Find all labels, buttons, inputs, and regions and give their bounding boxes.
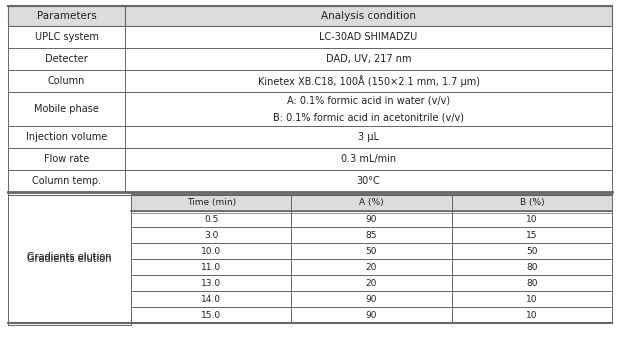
Bar	[131, 211, 291, 227]
Text: 11.0: 11.0	[201, 263, 221, 271]
Text: 15: 15	[526, 231, 538, 239]
Text: Injection volume: Injection volume	[26, 132, 107, 142]
Bar	[125, 92, 612, 126]
Text: 14.0: 14.0	[201, 295, 221, 303]
Bar	[125, 70, 612, 92]
Bar	[451, 243, 612, 259]
Bar	[131, 227, 291, 243]
Text: 13.0: 13.0	[201, 278, 221, 288]
Text: 20: 20	[366, 263, 377, 271]
Bar	[291, 194, 451, 211]
Text: Flow rate: Flow rate	[44, 154, 89, 164]
Bar	[8, 92, 125, 126]
Bar	[451, 194, 612, 211]
Bar	[8, 148, 125, 170]
Text: 80: 80	[526, 263, 538, 271]
Text: 90: 90	[366, 310, 377, 320]
Bar	[131, 259, 291, 275]
Bar	[451, 227, 612, 243]
Bar	[291, 291, 451, 307]
Text: 3.0: 3.0	[204, 231, 218, 239]
Bar	[125, 170, 612, 192]
Text: 85: 85	[366, 231, 377, 239]
Text: Mobile phase: Mobile phase	[34, 104, 99, 114]
Text: DAD, UV, 217 nm: DAD, UV, 217 nm	[326, 54, 411, 64]
Text: 50: 50	[526, 246, 538, 256]
Bar	[291, 211, 451, 227]
Bar	[291, 275, 451, 291]
Text: Gradients elution: Gradients elution	[27, 253, 112, 264]
Bar	[125, 48, 612, 70]
Bar	[131, 275, 291, 291]
Text: Time (min): Time (min)	[187, 198, 236, 207]
Text: 10: 10	[526, 214, 538, 224]
Text: Kinetex XB.C18, 100Å (150×2.1 mm, 1.7 μm): Kinetex XB.C18, 100Å (150×2.1 mm, 1.7 μm…	[257, 75, 479, 87]
Bar	[131, 194, 291, 211]
Text: 30°C: 30°C	[356, 176, 381, 186]
Bar	[131, 291, 291, 307]
Bar	[451, 275, 612, 291]
Text: 3 μL: 3 μL	[358, 132, 379, 142]
Text: 10.0: 10.0	[201, 246, 221, 256]
Text: Detecter: Detecter	[45, 54, 88, 64]
Text: 80: 80	[526, 278, 538, 288]
Bar	[125, 26, 612, 48]
Bar	[291, 243, 451, 259]
Bar	[131, 243, 291, 259]
Text: 15.0: 15.0	[201, 310, 221, 320]
Text: UPLC system: UPLC system	[35, 32, 99, 42]
Bar	[8, 170, 125, 192]
Text: A (%): A (%)	[359, 198, 384, 207]
Bar	[451, 259, 612, 275]
Text: 10: 10	[526, 310, 538, 320]
Bar	[8, 48, 125, 70]
Bar	[451, 307, 612, 323]
Bar	[125, 148, 612, 170]
Text: 20: 20	[366, 278, 377, 288]
Bar	[451, 291, 612, 307]
Bar	[291, 227, 451, 243]
Bar	[125, 126, 612, 148]
Text: Parameters: Parameters	[37, 11, 96, 21]
Bar	[291, 307, 451, 323]
Text: Column temp.: Column temp.	[32, 176, 101, 186]
Text: 0.5: 0.5	[204, 214, 218, 224]
Bar	[8, 192, 131, 323]
Text: Column: Column	[48, 76, 85, 86]
Bar	[131, 307, 291, 323]
Bar	[451, 211, 612, 227]
Text: 50: 50	[366, 246, 377, 256]
Bar	[8, 26, 125, 48]
Bar	[125, 6, 612, 26]
Bar	[8, 6, 125, 26]
Text: A: 0.1% formic acid in water (v/v): A: 0.1% formic acid in water (v/v)	[287, 95, 450, 106]
Text: 0.3 mL/min: 0.3 mL/min	[341, 154, 396, 164]
Bar	[8, 70, 125, 92]
Text: 90: 90	[366, 214, 377, 224]
Text: B (%): B (%)	[520, 198, 544, 207]
Bar	[8, 126, 125, 148]
Text: LC-30AD SHIMADZU: LC-30AD SHIMADZU	[319, 32, 418, 42]
Text: 10: 10	[526, 295, 538, 303]
Bar	[291, 259, 451, 275]
Text: Analysis condition: Analysis condition	[321, 11, 416, 21]
Bar	[8, 192, 131, 325]
Text: B: 0.1% formic acid in acetonitrile (v/v): B: 0.1% formic acid in acetonitrile (v/v…	[273, 113, 464, 122]
Text: Gradients elution: Gradients elution	[27, 252, 112, 263]
Text: 90: 90	[366, 295, 377, 303]
